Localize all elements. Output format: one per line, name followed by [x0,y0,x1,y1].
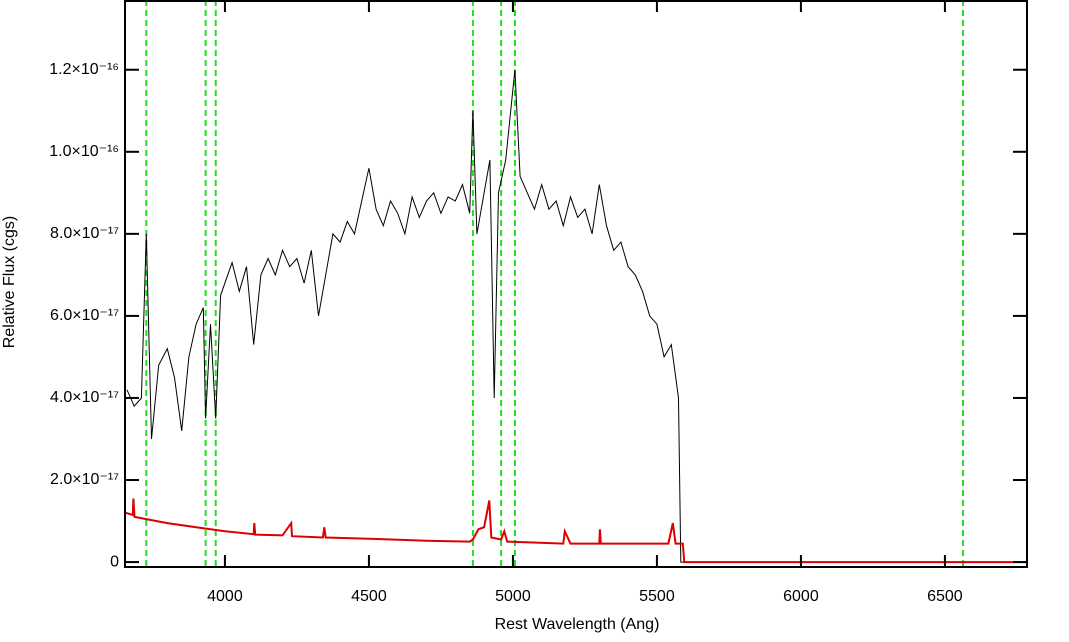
x-axis-label: Rest Wavelength (Ang) [495,616,660,633]
y-tick-label: 1.2×10⁻¹⁶ [49,61,119,78]
y-tick-label: 2.0×10⁻¹⁷ [50,471,119,488]
y-tick-label: 8.0×10⁻¹⁷ [50,225,119,242]
y-tick-label: 4.0×10⁻¹⁷ [50,389,119,406]
x-tick-label: 4000 [207,588,243,605]
spectrum-line [125,498,1027,564]
spectrum-line [126,69,1027,563]
x-tick-label: 5000 [495,588,531,605]
x-tick-label: 6000 [783,588,819,605]
x-tick-label: 6500 [927,588,963,605]
x-tick-label: 5500 [639,588,675,605]
y-tick-label: 0 [110,553,119,570]
y-axis-label: Relative Flux (cgs) [1,216,18,348]
x-tick-label: 4500 [351,588,387,605]
y-tick-label: 6.0×10⁻¹⁷ [50,307,119,324]
plot-frame [124,0,1028,568]
y-tick-label: 1.0×10⁻¹⁶ [49,143,119,160]
